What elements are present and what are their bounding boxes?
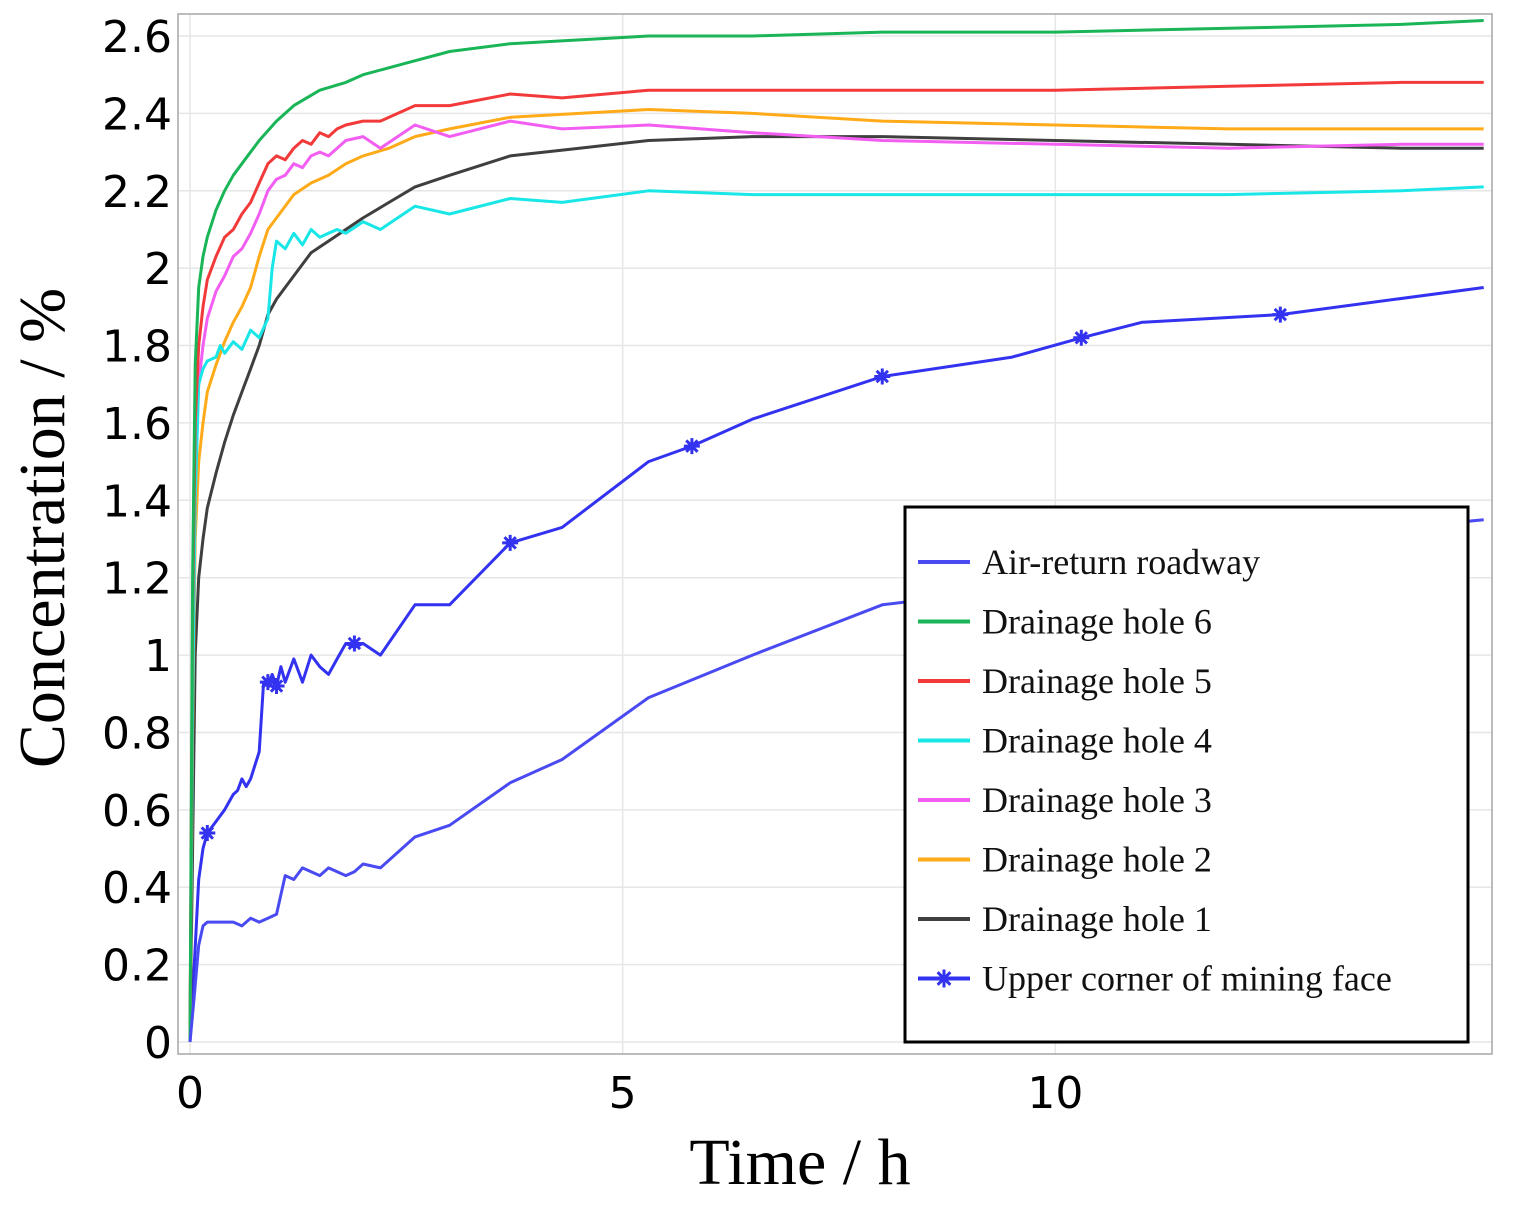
x-axis-title: Time / h — [689, 1126, 910, 1199]
grid — [178, 14, 1492, 1054]
plot-area-frame — [177, 13, 1493, 1055]
series-marker-upper-corner-of-mining-face — [199, 825, 216, 842]
legend-label-drainage-hole-6: Drainage hole 6 — [982, 602, 1212, 642]
legend-box — [903, 505, 1470, 1044]
legend-label-drainage-hole-4: Drainage hole 4 — [982, 721, 1212, 761]
y-tick-label: 1.4 — [102, 476, 172, 527]
legend-label-upper-corner-of-mining-face: Upper corner of mining face — [982, 959, 1392, 999]
y-tick-label: 1.8 — [102, 322, 172, 373]
y-tick-label: 0.8 — [102, 708, 172, 759]
y-tick-label: 2.4 — [102, 89, 172, 140]
series-marker-upper-corner-of-mining-face — [259, 674, 276, 691]
y-tick-label: 0.2 — [102, 941, 172, 992]
legend-label-drainage-hole-3: Drainage hole 3 — [982, 780, 1212, 820]
series-marker-upper-corner-of-mining-face — [1272, 306, 1289, 323]
legend-marker-upper-corner-of-mining-face — [935, 969, 953, 988]
legend-items: Air-return roadway Drainage hole 6 Drainag… — [918, 542, 1392, 999]
y-tick-label: 2.6 — [102, 12, 172, 63]
y-tick-label: 2.2 — [102, 167, 172, 218]
legend-label-air-return-roadway: Air-return roadway — [982, 542, 1260, 582]
y-tick-label: 0.6 — [102, 786, 172, 837]
x-tick-label: 0 — [176, 1068, 204, 1119]
y-tick-label: 1.2 — [102, 554, 172, 605]
series-line-drainage-hole-3 — [188, 119, 1484, 1043]
series-line-drainage-hole-2 — [188, 108, 1484, 1043]
tick-labels: 0 0.2 0.4 0.6 0.8 1 1.2 1.4 1.6 1.8 2 2.2 2.4 2.6 0 5 10 — [102, 12, 1083, 1119]
series-marker-upper-corner-of-mining-face — [683, 438, 700, 455]
series-marker-upper-corner-of-mining-face — [268, 678, 285, 695]
series-marker-upper-corner-of-mining-face — [346, 635, 363, 652]
series-line-drainage-hole-6 — [188, 19, 1484, 1043]
y-tick-label: 2 — [144, 244, 172, 295]
series-line-drainage-hole-5 — [188, 80, 1484, 1043]
y-tick-label: 0 — [144, 1018, 172, 1069]
legend-label-drainage-hole-1: Drainage hole 1 — [982, 899, 1212, 939]
series-marker-upper-corner-of-mining-face — [502, 534, 519, 551]
legend-label-drainage-hole-5: Drainage hole 5 — [982, 661, 1212, 701]
legend-label-drainage-hole-2: Drainage hole 2 — [982, 840, 1212, 880]
legend: Air-return roadway Drainage hole 6 Drainag… — [903, 505, 1470, 1044]
y-tick-label: 0.4 — [102, 863, 172, 914]
series-line-drainage-hole-1 — [188, 135, 1484, 1043]
y-tick-label: 1 — [144, 631, 172, 682]
series-marker-upper-corner-of-mining-face — [1073, 329, 1090, 346]
x-tick-label: 5 — [609, 1068, 637, 1119]
series-line-drainage-hole-4 — [188, 185, 1484, 1043]
y-axis-title: Concentration / % — [6, 288, 79, 768]
y-tick-label: 1.6 — [102, 399, 172, 450]
x-tick-label: 10 — [1027, 1068, 1083, 1119]
series-marker-upper-corner-of-mining-face — [874, 368, 891, 385]
